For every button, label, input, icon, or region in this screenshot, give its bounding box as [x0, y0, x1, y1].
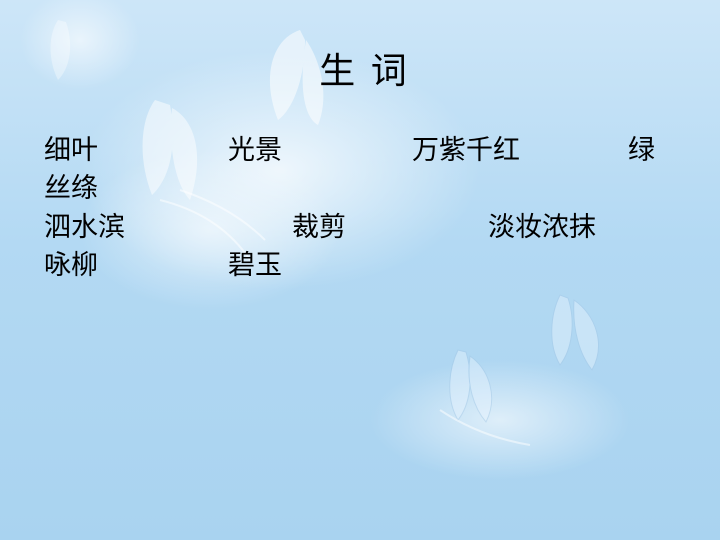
- vocab-word: 裁剪: [292, 212, 346, 243]
- butterfly-icon: [551, 294, 599, 371]
- vocab-word: 泗水滨: [44, 212, 125, 243]
- vocab-word: 丝绦: [44, 173, 98, 204]
- page-title: 生 词: [319, 51, 409, 92]
- vocab-word: 细叶: [44, 135, 98, 166]
- vocab-word: 万紫千红: [412, 135, 520, 166]
- vocab-word: 咏柳: [44, 250, 98, 281]
- butterfly-icon: [449, 349, 493, 423]
- vocab-word: 碧玉: [228, 250, 282, 281]
- vocab-word: 绿: [628, 135, 655, 166]
- butterfly-icon: [142, 100, 198, 200]
- vocab-word: 淡妆浓抹: [488, 212, 596, 243]
- stem-icon: [159, 189, 531, 446]
- butterfly-icon: [269, 30, 324, 125]
- butterfly-icon: [50, 20, 71, 80]
- vocab-word: 光景: [228, 135, 282, 166]
